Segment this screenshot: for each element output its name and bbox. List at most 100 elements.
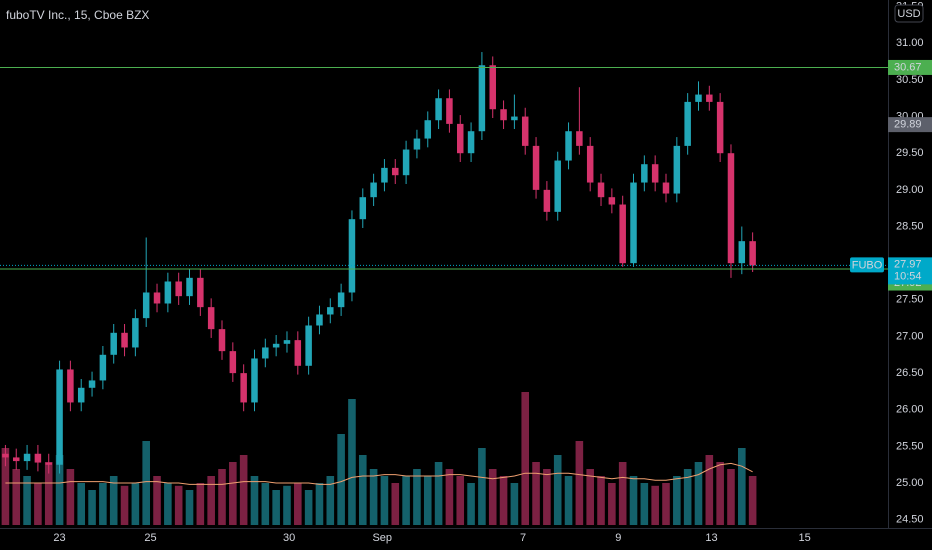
candle-body <box>251 358 258 403</box>
x-tick-label: 30 <box>283 532 295 544</box>
volume-bar <box>727 469 735 525</box>
candle-body <box>716 101 724 154</box>
countdown-label: 10:54 <box>894 270 922 282</box>
volume-bar <box>716 462 724 525</box>
candle-body <box>543 189 551 212</box>
candle-body <box>424 120 432 139</box>
marker-label-box <box>888 117 932 133</box>
y-tick-label: 26.00 <box>896 404 924 416</box>
volume-bar <box>1 448 10 525</box>
volume-bar <box>423 476 432 525</box>
volume-bar <box>402 476 410 525</box>
candle-body <box>554 160 561 212</box>
volume-bar <box>369 469 378 525</box>
candle-body <box>229 351 237 374</box>
candle-body <box>651 164 659 183</box>
candle-body <box>175 281 182 297</box>
y-tick-label: 30.50 <box>896 74 924 86</box>
x-tick-label: 9 <box>615 532 621 544</box>
candle-body <box>23 453 31 462</box>
volume-bar <box>543 469 551 525</box>
candle-body <box>348 219 356 293</box>
currency-box <box>894 4 924 23</box>
candle-body <box>630 182 637 264</box>
volume-bar <box>413 469 421 525</box>
volume-bar <box>673 476 681 525</box>
last-price-label: 27.97 <box>894 258 922 270</box>
volume-bar <box>229 462 237 525</box>
candle-body <box>142 292 150 319</box>
candle-body <box>99 354 107 381</box>
volume-bar <box>510 483 519 525</box>
candle-body <box>532 145 540 190</box>
volume-bar <box>499 476 508 525</box>
candle-body <box>272 343 280 348</box>
candle-body <box>597 182 605 198</box>
y-tick-label: 24.50 <box>896 514 924 526</box>
candle-body <box>565 131 572 161</box>
candle-body <box>446 98 453 124</box>
volume-bar <box>109 476 118 525</box>
candle-body <box>392 167 399 176</box>
currency-label: USD <box>897 8 920 20</box>
candle-body <box>370 182 377 198</box>
candle-body <box>186 277 193 297</box>
volume-bar <box>239 455 248 525</box>
volume-bar <box>608 483 616 525</box>
x-tick-label: 25 <box>144 532 156 544</box>
candle-body <box>110 332 117 355</box>
candle-body <box>77 387 85 403</box>
candle-body <box>478 65 486 132</box>
candle-body <box>467 131 475 154</box>
candle-body <box>12 457 20 462</box>
volume-bar <box>488 469 497 525</box>
y-tick-label: 27.00 <box>896 330 924 342</box>
candle-body <box>45 462 52 465</box>
volume-bar <box>348 399 356 525</box>
volume-bar <box>738 448 746 525</box>
volume-bar <box>66 469 75 525</box>
volume-bar <box>131 483 140 525</box>
candle-body <box>337 292 345 308</box>
symbol-box <box>850 257 884 273</box>
y-tick-label: 25.50 <box>896 440 924 452</box>
x-tick-label: 13 <box>705 532 717 544</box>
volume-bar <box>337 434 345 525</box>
volume-bar <box>683 469 692 525</box>
candle-body <box>2 453 9 458</box>
volume-bar <box>564 476 573 525</box>
candle-body <box>738 241 746 264</box>
candle-body <box>706 94 713 102</box>
candle-body <box>662 182 670 194</box>
x-tick-label: 7 <box>520 532 526 544</box>
volume-bar <box>261 483 270 525</box>
x-tick-label: 15 <box>798 532 810 544</box>
candle-body <box>197 277 204 308</box>
volume-bar <box>207 476 215 525</box>
candle-body <box>641 164 648 183</box>
volume-bar <box>34 483 42 525</box>
candle-body <box>413 138 421 150</box>
volume-bar <box>196 483 205 525</box>
candle-body <box>316 314 323 326</box>
candle-body <box>576 131 583 146</box>
volume-bar <box>304 490 313 525</box>
y-tick-label: 27.50 <box>896 294 924 306</box>
level-label: 30.67 <box>894 61 922 73</box>
volume-bar <box>662 483 670 525</box>
chart-title: fuboTV Inc., 15, Cboe BZX <box>6 8 149 22</box>
volume-bar <box>326 476 335 525</box>
candle-body <box>489 65 496 110</box>
volume-bar <box>618 462 627 525</box>
candle-body <box>608 197 616 205</box>
candle-body <box>521 116 529 146</box>
candle-body <box>619 204 626 264</box>
candle-body <box>88 380 96 388</box>
candle-body <box>153 292 161 304</box>
volume-bar <box>272 490 280 525</box>
volume-bar <box>640 483 649 525</box>
candle-body <box>294 340 302 366</box>
volume-bar <box>748 476 757 525</box>
